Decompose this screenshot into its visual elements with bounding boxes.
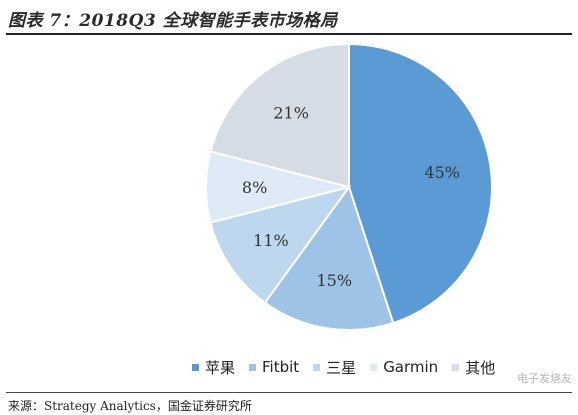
- legend-item-4: 其他: [452, 357, 495, 378]
- legend-swatch: [370, 363, 378, 371]
- pie-slice-4: [209, 42, 350, 189]
- pie-slice-0: [348, 42, 493, 325]
- legend-swatch: [452, 363, 460, 371]
- source-divider: [6, 392, 572, 393]
- legend-label: 苹果: [205, 358, 236, 377]
- source-note: 来源：Strategy Analytics，国金证券研究所: [8, 399, 252, 413]
- pie-label-2: 11%: [253, 231, 289, 250]
- legend-swatch: [313, 363, 321, 371]
- legend-label: Fitbit: [262, 358, 300, 376]
- legend-item-0: 苹果: [192, 357, 235, 378]
- legend-swatch: [192, 363, 199, 371]
- legend-label: 三星: [326, 358, 357, 377]
- title-divider: [6, 33, 572, 35]
- legend-swatch: [249, 363, 257, 371]
- pie-slice-1: [263, 184, 395, 331]
- legend-item-3: Garmin: [370, 358, 438, 376]
- legend-item-1: Fitbit: [249, 358, 299, 376]
- legend-item-2: 三星: [313, 357, 356, 378]
- legend-label: Garmin: [383, 358, 439, 376]
- pie-label-4: 21%: [273, 103, 309, 122]
- pie-slice-2: [209, 185, 352, 305]
- pie-label-0: 45%: [424, 163, 460, 182]
- watermark: 电子发烧友: [517, 372, 572, 385]
- figure-title: 图表 7：2018Q3 全球智能手表市场格局: [8, 11, 338, 31]
- legend-label: 其他: [465, 358, 496, 377]
- pie-label-1: 15%: [316, 271, 352, 290]
- chart-legend: 苹果 Fitbit 三星 Garmin 其他: [192, 357, 509, 377]
- pie-chart: 45% 15% 11% 8% 21%: [205, 42, 493, 331]
- pie-label-3: 8%: [242, 178, 267, 197]
